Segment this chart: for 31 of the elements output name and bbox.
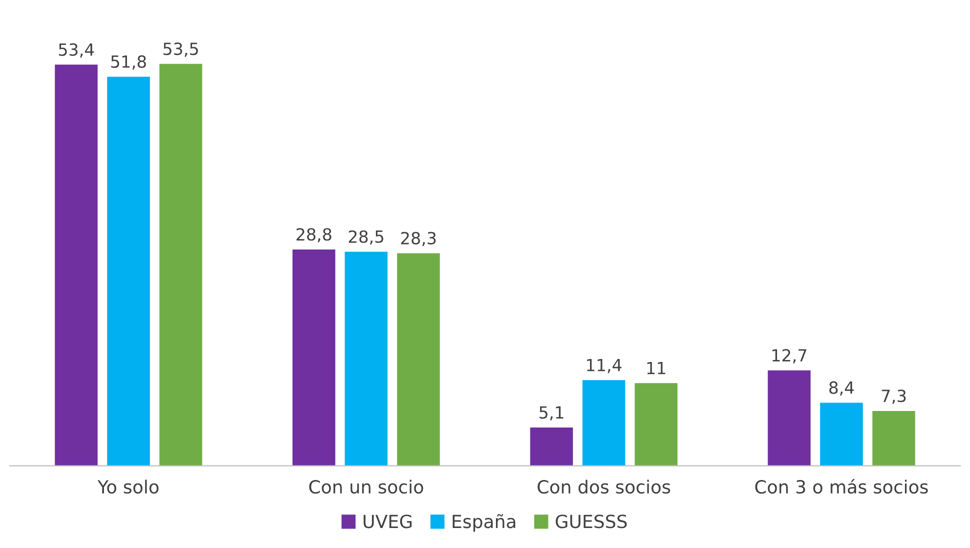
data-label: 8,4 (829, 381, 854, 396)
x-tick-label: Con un socio (309, 480, 424, 494)
data-label: 28,5 (348, 230, 384, 245)
bar (159, 64, 202, 466)
x-tick-label: Con dos socios (538, 480, 670, 494)
data-label: 11 (647, 362, 666, 374)
bar (292, 249, 336, 466)
data-label: 51,8 (111, 55, 146, 70)
data-label: 28,8 (296, 228, 332, 242)
data-label: 53,4 (58, 43, 94, 58)
bar (344, 252, 388, 466)
bar (634, 383, 678, 466)
x-tick-label: Con 3 o más socios (755, 478, 928, 494)
legend-label: España (452, 514, 516, 532)
bar (54, 64, 98, 466)
x-tick-label: Yo solo (98, 480, 159, 494)
bar (582, 380, 626, 466)
data-label: 11,4 (587, 358, 622, 374)
bar (397, 253, 440, 466)
data-label: 28,3 (401, 232, 436, 246)
bar (107, 76, 150, 466)
bar (872, 410, 916, 466)
data-label: 7,3 (882, 390, 906, 404)
bar (530, 427, 573, 466)
bar (768, 370, 811, 466)
bar (820, 402, 863, 466)
legend-label: GUESSS (556, 514, 627, 528)
legend-label: UVEG (364, 514, 412, 528)
data-label: 12,7 (772, 349, 806, 364)
data-label: 53,5 (164, 42, 198, 57)
data-label: 5,1 (540, 406, 564, 420)
